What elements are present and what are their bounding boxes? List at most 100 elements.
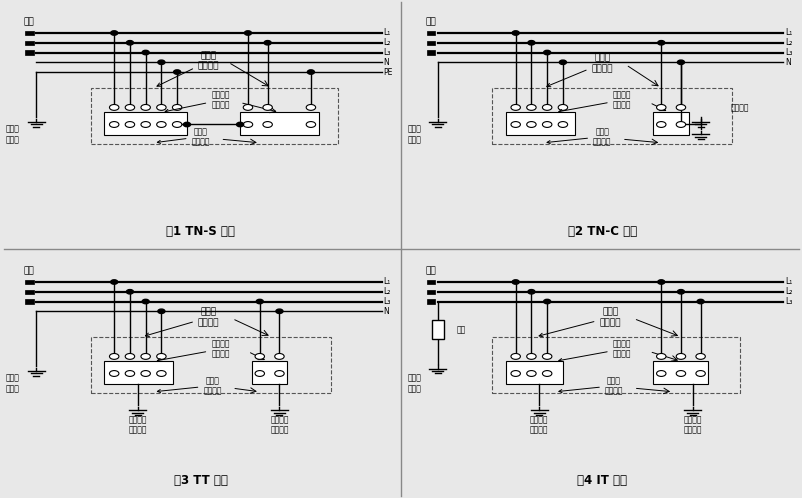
Circle shape: [256, 299, 263, 304]
Text: L₁: L₁: [784, 28, 792, 37]
Circle shape: [542, 105, 551, 111]
Circle shape: [510, 122, 520, 127]
Circle shape: [126, 40, 133, 45]
Circle shape: [126, 289, 133, 294]
Bar: [25, 50, 34, 55]
Circle shape: [510, 354, 520, 360]
Circle shape: [125, 354, 135, 360]
Text: 电气装置
中的设备: 电气装置 中的设备: [558, 340, 630, 362]
Circle shape: [243, 105, 253, 111]
Bar: [252, 362, 287, 384]
Text: L₂: L₂: [383, 38, 391, 47]
Circle shape: [109, 354, 119, 360]
Circle shape: [527, 40, 534, 45]
Text: 图3 TT 系统: 图3 TT 系统: [173, 474, 228, 487]
Text: 电气装置
中的设备: 电气装置 中的设备: [157, 340, 229, 362]
Circle shape: [512, 280, 519, 284]
Bar: [426, 289, 435, 294]
Circle shape: [109, 371, 119, 376]
Bar: [505, 113, 574, 135]
Text: 电气装置
的接地极: 电气装置 的接地极: [683, 415, 701, 434]
Circle shape: [675, 122, 685, 127]
Bar: [25, 299, 34, 304]
Bar: [25, 289, 34, 294]
Text: 用户的
电气装置: 用户的 电气装置: [145, 308, 219, 337]
Text: N: N: [383, 307, 389, 316]
Circle shape: [526, 371, 536, 376]
Circle shape: [527, 289, 534, 294]
Circle shape: [677, 60, 683, 64]
Text: L₂: L₂: [784, 38, 792, 47]
Bar: [426, 31, 435, 35]
Circle shape: [125, 371, 135, 376]
Text: 电气装置
的接地极: 电气装置 的接地极: [128, 415, 147, 434]
Circle shape: [656, 105, 665, 111]
Circle shape: [675, 105, 685, 111]
Circle shape: [172, 122, 181, 127]
Circle shape: [156, 105, 166, 111]
Circle shape: [111, 280, 118, 284]
Circle shape: [656, 354, 665, 360]
Circle shape: [307, 70, 314, 74]
Circle shape: [510, 105, 520, 111]
Text: 电源: 电源: [24, 17, 34, 26]
Circle shape: [543, 299, 550, 304]
Circle shape: [244, 31, 251, 35]
Circle shape: [109, 122, 119, 127]
Text: 外露可
接近导体: 外露可 接近导体: [157, 376, 221, 395]
Circle shape: [109, 105, 119, 111]
Circle shape: [158, 60, 164, 64]
Text: 重复接地: 重复接地: [730, 103, 748, 112]
Circle shape: [543, 50, 550, 55]
Bar: [240, 113, 318, 135]
Bar: [505, 362, 562, 384]
Circle shape: [156, 354, 166, 360]
Bar: [492, 88, 731, 144]
Text: 电源端
接地点: 电源端 接地点: [407, 124, 421, 144]
Text: 电源: 电源: [425, 17, 435, 26]
Circle shape: [696, 299, 703, 304]
Circle shape: [695, 354, 704, 360]
Text: L₁: L₁: [784, 277, 792, 286]
Circle shape: [542, 371, 551, 376]
Text: 电气装置
的接地极: 电气装置 的接地极: [529, 415, 548, 434]
Text: 电气装置
中的设备: 电气装置 中的设备: [165, 91, 229, 113]
Bar: [25, 280, 34, 284]
Bar: [653, 362, 707, 384]
Circle shape: [125, 122, 135, 127]
Circle shape: [526, 354, 536, 360]
Bar: [91, 88, 338, 144]
Circle shape: [557, 122, 567, 127]
Text: L₂: L₂: [784, 287, 792, 296]
Bar: [653, 113, 688, 135]
Circle shape: [512, 31, 519, 35]
Text: N: N: [784, 58, 790, 67]
Circle shape: [125, 105, 135, 111]
Circle shape: [255, 354, 264, 360]
Circle shape: [156, 371, 166, 376]
Circle shape: [675, 354, 685, 360]
Text: N: N: [383, 58, 389, 67]
Bar: [25, 31, 34, 35]
Text: 图1 TN-S 系统: 图1 TN-S 系统: [166, 225, 235, 238]
Circle shape: [677, 289, 683, 294]
Circle shape: [142, 299, 149, 304]
Circle shape: [526, 122, 536, 127]
Circle shape: [542, 354, 551, 360]
Bar: [426, 40, 435, 45]
Circle shape: [183, 123, 190, 126]
Circle shape: [156, 122, 166, 127]
Circle shape: [274, 354, 284, 360]
Circle shape: [264, 40, 271, 45]
Circle shape: [262, 105, 272, 111]
Bar: [492, 337, 739, 393]
Bar: [431, 320, 444, 339]
Circle shape: [158, 309, 164, 313]
Text: L₁: L₁: [383, 277, 391, 286]
Circle shape: [306, 122, 315, 127]
Text: 用户的
电气装置: 用户的 电气装置: [546, 54, 612, 87]
Bar: [426, 50, 435, 55]
Circle shape: [557, 105, 567, 111]
Text: 阻抗: 阻抗: [456, 325, 465, 334]
Text: 电气装置
中的设备: 电气装置 中的设备: [558, 91, 630, 113]
